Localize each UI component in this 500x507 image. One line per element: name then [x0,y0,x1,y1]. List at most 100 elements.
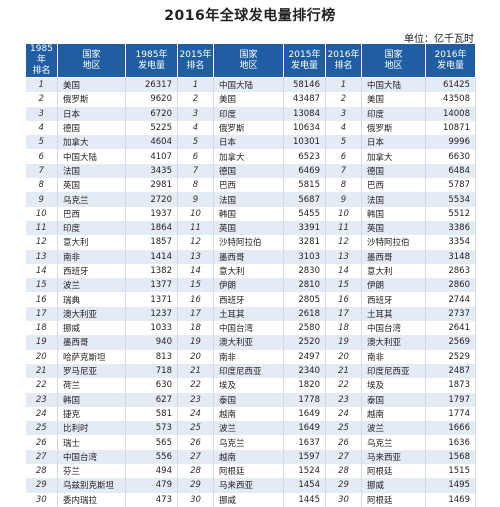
region-1985-cell: 德国 [57,120,126,136]
generation-1985-cell: 1237 [125,306,178,322]
rank-2015-cell: 2 [177,92,214,107]
region-2015-cell: 沙特阿拉伯 [213,235,284,250]
header-generation-2016: 2016年 发电量 [425,43,476,78]
region-1985-cell: 法国 [57,163,126,179]
table-row: 14 西班牙 1382 14 意大利 2830 14 意大利 2863 [25,263,476,279]
region-2016-cell: 南非 [361,349,426,364]
region-2016-cell: 巴西 [361,178,426,193]
generation-1985-cell: 1371 [125,292,178,307]
region-2015-cell: 德国 [213,163,284,179]
rank-1985-cell: 12 [25,235,58,250]
generation-1985-cell: 4604 [125,135,178,150]
generation-2016-cell: 14008 [425,106,476,121]
generation-2015-cell: 3391 [283,220,326,236]
rank-2016-cell: 12 [325,235,362,250]
generation-1985-cell: 473 [125,492,178,507]
region-2016-cell: 中国台湾 [361,321,426,336]
generation-2015-cell: 3281 [283,235,326,250]
rank-2015-cell: 4 [177,120,214,136]
rank-2016-cell: 22 [325,378,362,393]
rank-2016-cell: 30 [325,492,362,507]
generation-1985-cell: 5225 [125,120,178,136]
generation-2015-cell: 2580 [283,321,326,336]
region-2015-cell: 加拿大 [213,149,284,164]
generation-2016-cell: 2569 [425,335,476,350]
rank-2015-cell: 6 [177,149,214,164]
rank-2015-cell: 3 [177,106,214,121]
region-2016-cell: 意大利 [361,263,426,279]
generation-2015-cell: 1524 [283,464,326,479]
rank-2015-cell: 27 [177,449,214,465]
generation-2016-cell: 1774 [425,406,476,422]
generation-2016-cell: 1568 [425,449,476,465]
region-1985-cell: 澳大利亚 [57,306,126,322]
rank-2015-cell: 22 [177,378,214,393]
rank-2015-cell: 1 [177,77,214,93]
table-row: 18 挪威 1033 18 中国台湾 2580 18 中国台湾 2641 [25,321,476,336]
generation-1985-cell: 581 [125,406,178,422]
region-1985-cell: 墨西哥 [57,335,126,350]
generation-2015-cell: 2805 [283,292,326,307]
rank-1985-cell: 8 [25,178,58,193]
region-1985-cell: 西班牙 [57,263,126,279]
region-1985-cell: 乌兹别克斯坦 [57,478,126,493]
rank-2016-cell: 16 [325,292,362,307]
region-2016-cell: 中国大陆 [361,77,426,93]
rank-1985-cell: 6 [25,149,58,164]
region-2016-cell: 法国 [361,192,426,207]
generation-1985-cell: 26317 [125,77,178,93]
generation-2016-cell: 3354 [425,235,476,250]
region-2015-cell: 俄罗斯 [213,120,284,136]
rank-1985-cell: 27 [25,449,58,465]
rank-1985-cell: 10 [25,206,58,221]
region-2016-cell: 印度 [361,106,426,121]
region-2015-cell: 越南 [213,406,284,422]
generation-2016-cell: 6630 [425,149,476,164]
generation-1985-cell: 1864 [125,220,178,236]
table-row: 29 乌兹别克斯坦 479 29 马来西亚 1454 29 挪威 1495 [25,478,476,493]
generation-2015-cell: 58146 [283,77,326,93]
region-2016-cell: 波兰 [361,421,426,436]
generation-2016-cell: 2744 [425,292,476,307]
table-body: 1 美国 26317 1 中国大陆 58146 1 中国大陆 61425 2 俄罗斯 9620 2 美国 4… [25,77,476,507]
rank-1985-cell: 5 [25,135,58,150]
generation-1985-cell: 565 [125,435,178,450]
header-region-1985: 国家 地区 [57,43,126,78]
generation-2016-cell: 1636 [425,435,476,450]
rank-2015-cell: 14 [177,263,214,279]
region-2015-cell: 乌克兰 [213,435,284,450]
region-1985-cell: 捷克 [57,406,126,422]
rank-2015-cell: 21 [177,363,214,379]
table-row: 17 澳大利亚 1237 17 土耳其 2618 17 土耳其 2737 [25,306,476,322]
region-1985-cell: 中国大陆 [57,149,126,164]
generation-2015-cell: 13084 [283,106,326,121]
generation-1985-cell: 556 [125,449,178,465]
generation-2016-cell: 10871 [425,120,476,136]
unit-label: 单位：亿千瓦时 [404,34,474,45]
region-2016-cell: 韩国 [361,206,426,221]
header-rank-2015: 2015年 排名 [177,43,214,78]
generation-2015-cell: 1597 [283,449,326,465]
table-row: 20 哈萨克斯坦 813 20 南非 2497 20 南非 2529 [25,349,476,364]
rank-2016-cell: 28 [325,464,362,479]
region-2015-cell: 韩国 [213,206,284,221]
table-row: 4 德国 5225 4 俄罗斯 10634 4 俄罗斯 10871 [25,120,476,136]
generation-2015-cell: 2520 [283,335,326,350]
generation-1985-cell: 6720 [125,106,178,121]
generation-2016-cell: 2529 [425,349,476,364]
generation-2016-cell: 2487 [425,363,476,379]
rank-2016-cell: 24 [325,406,362,422]
header-generation-2015: 2015年 发电量 [283,43,326,78]
region-2016-cell: 美国 [361,92,426,107]
rank-1985-cell: 11 [25,220,58,236]
generation-2015-cell: 1820 [283,378,326,393]
region-1985-cell: 中国台湾 [57,449,126,465]
region-1985-cell: 日本 [57,106,126,121]
generation-1985-cell: 479 [125,478,178,493]
rank-2015-cell: 13 [177,249,214,264]
generation-2016-cell: 3386 [425,220,476,236]
generation-1985-cell: 1414 [125,249,178,264]
region-1985-cell: 乌克兰 [57,192,126,207]
region-1985-cell: 俄罗斯 [57,92,126,107]
table-row: 25 比利时 573 25 波兰 1649 25 波兰 1666 [25,421,476,436]
